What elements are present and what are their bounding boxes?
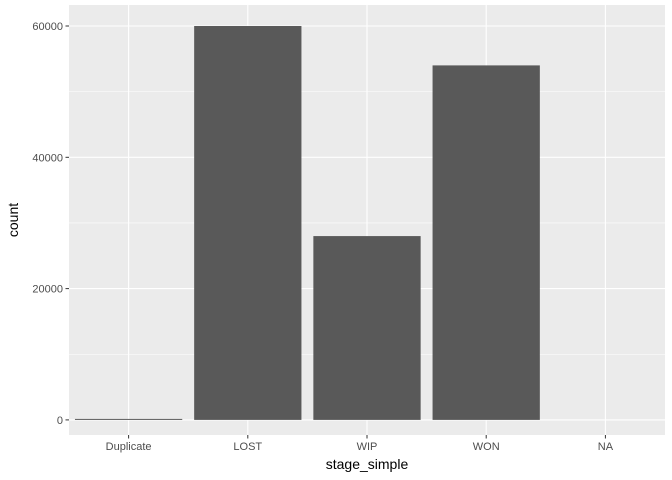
x-axis: Duplicate LOST WIP WON NA: [106, 435, 614, 453]
y-axis-title: count: [5, 203, 21, 237]
y-tick-label: 0: [57, 415, 63, 427]
y-tick-label: 60000: [32, 21, 63, 33]
x-tick-label: LOST: [233, 441, 262, 453]
x-tick-label: NA: [598, 441, 614, 453]
x-tick-label: WIP: [357, 441, 378, 453]
y-axis: 0 20000 40000 60000: [32, 21, 69, 427]
y-tick-label: 20000: [32, 284, 63, 296]
y-tick-label: 40000: [32, 152, 63, 164]
x-tick-label: Duplicate: [106, 441, 152, 453]
bar-duplicate: [74, 418, 183, 420]
x-axis-title: stage_simple: [326, 456, 409, 472]
x-tick-label: WON: [473, 441, 500, 453]
bar-won: [432, 65, 540, 420]
bars: [74, 26, 540, 420]
bar-wip: [313, 236, 421, 420]
bar-lost: [194, 26, 302, 420]
